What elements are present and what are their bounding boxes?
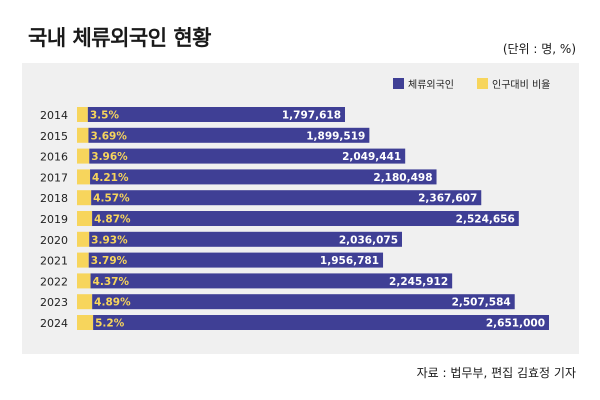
- year-label: 2020: [40, 234, 68, 247]
- ratio-bar: [77, 294, 93, 310]
- year-label: 2017: [40, 171, 68, 184]
- foreigners-value-label: 2,367,607: [418, 193, 477, 205]
- year-label: 2023: [40, 296, 68, 309]
- unit-label: (단위 : 명, %): [502, 42, 576, 56]
- foreigners-value-label: 2,049,441: [342, 151, 401, 163]
- foreigners-bar: [92, 294, 515, 310]
- foreigners-bar: [90, 273, 453, 289]
- foreigners-value-label: 1,899,519: [306, 130, 365, 142]
- foreigners-bar: [91, 190, 482, 206]
- ratio-bar: [77, 252, 89, 268]
- chart-title: 국내 체류외국인 현황: [28, 26, 212, 50]
- ratio-bar: [77, 315, 94, 330]
- foreigners-bar: [89, 148, 406, 164]
- foreigners-value-label: 2,180,498: [373, 172, 432, 184]
- foreigners-bar: [88, 127, 370, 143]
- ratio-bar: [77, 148, 90, 164]
- foreigners-bar: [89, 231, 403, 247]
- ratio-value-label: 3.79%: [91, 255, 128, 267]
- ratio-bar: [77, 107, 88, 122]
- bar-chart: 체류외국인 인구대비 비율 2014 3.5% 1,797,618 2015 3.69% 1,…: [40, 78, 550, 330]
- year-label: 2022: [40, 275, 68, 288]
- year-label: 2016: [40, 151, 68, 164]
- foreigners-value-label: 2,245,912: [389, 276, 448, 288]
- foreigners-value-label: 1,956,781: [320, 255, 379, 267]
- foreigners-bar: [92, 211, 519, 226]
- year-label: 2014: [40, 109, 68, 122]
- legend-label-ratio: 인구대비 비율: [492, 79, 550, 91]
- ratio-value-label: 5.2%: [95, 318, 125, 330]
- year-label: 2015: [40, 130, 68, 143]
- foreigners-value-label: 1,797,618: [282, 110, 341, 122]
- ratio-bar: [77, 169, 91, 185]
- foreigners-bar: [87, 107, 345, 122]
- ratio-value-label: 3.93%: [91, 234, 128, 246]
- legend-swatch-ratio: [477, 78, 488, 89]
- ratio-value-label: 4.87%: [94, 214, 131, 226]
- year-label: 2018: [40, 192, 68, 205]
- ratio-value-label: 3.96%: [91, 151, 128, 163]
- ratio-bar: [77, 211, 93, 226]
- source-note: 자료 : 법무부, 편집 김효정 기자: [416, 366, 576, 380]
- legend-label-foreigners: 체류외국인: [408, 79, 454, 91]
- foreigners-bar: [90, 169, 437, 185]
- year-label: 2021: [40, 255, 68, 268]
- ratio-bar: [77, 273, 91, 289]
- chart-panel: 체류외국인 인구대비 비율 2014 3.5% 1,797,618 2015 3.69% 1,…: [22, 63, 579, 354]
- foreigners-value-label: 2,507,584: [452, 297, 511, 309]
- year-label: 2024: [40, 317, 68, 330]
- ratio-value-label: 4.37%: [93, 276, 130, 288]
- ratio-value-label: 3.5%: [90, 110, 120, 122]
- foreigners-value-label: 2,651,000: [486, 318, 545, 330]
- foreigners-bar: [88, 252, 384, 268]
- legend-swatch-foreigners: [393, 78, 404, 89]
- year-label: 2019: [40, 213, 68, 226]
- ratio-value-label: 3.69%: [90, 130, 127, 142]
- ratio-value-label: 4.57%: [93, 193, 130, 205]
- ratio-bar: [77, 231, 90, 247]
- ratio-bar: [77, 190, 92, 206]
- foreigners-value-label: 2,036,075: [339, 234, 398, 246]
- ratio-bar: [77, 127, 89, 143]
- ratio-value-label: 4.21%: [92, 172, 129, 184]
- foreigners-bar: [93, 315, 550, 330]
- foreigners-value-label: 2,524,656: [456, 214, 515, 226]
- ratio-value-label: 4.89%: [94, 297, 131, 309]
